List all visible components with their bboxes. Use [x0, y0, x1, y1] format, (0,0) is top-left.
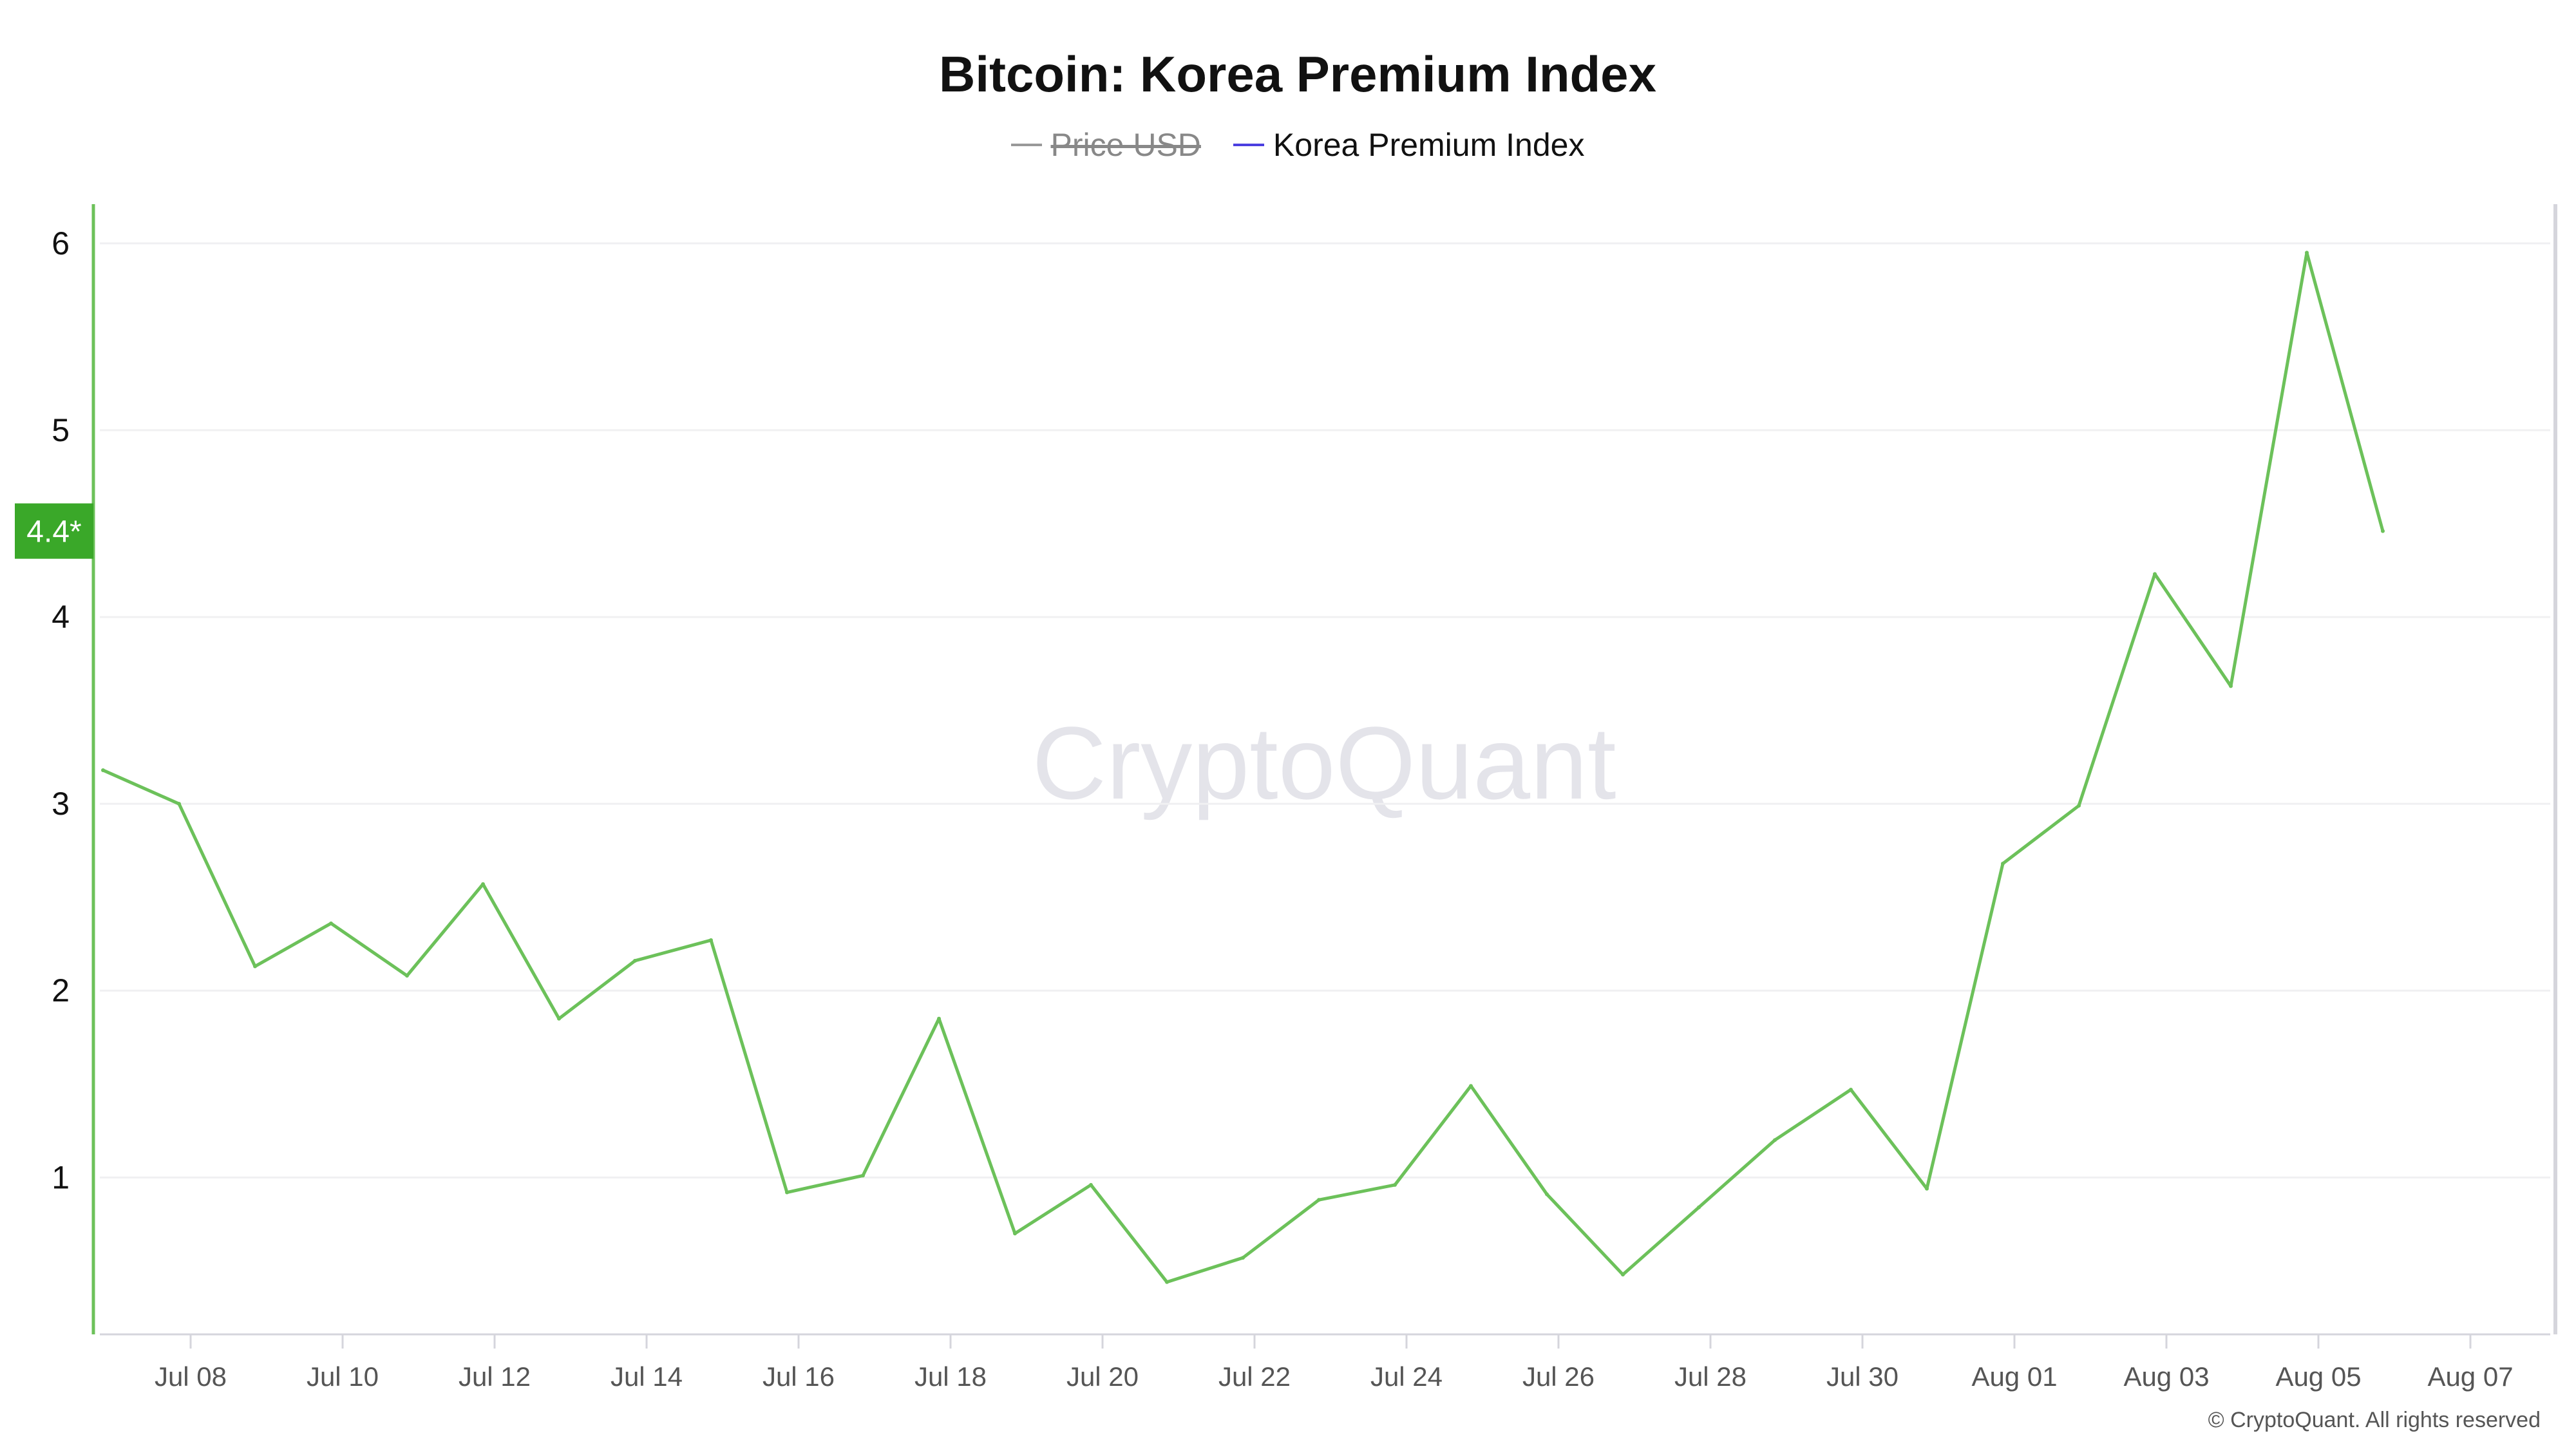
data-point: [1773, 1138, 1777, 1142]
x-tick-label: Jul 16: [762, 1361, 835, 1392]
x-tick-label: Jul 14: [611, 1361, 683, 1392]
x-tick-label: Jul 30: [1826, 1361, 1899, 1392]
y-tick-label: 6: [52, 225, 70, 261]
legend-item-korea-premium-index[interactable]: Korea Premium Index: [1233, 126, 1585, 164]
y-tick-label: 1: [52, 1159, 70, 1195]
data-point: [1469, 1084, 1473, 1088]
data-point: [2381, 529, 2385, 533]
data-point: [1317, 1198, 1321, 1202]
data-point: [1393, 1182, 1397, 1187]
x-tick-label: Jul 18: [914, 1361, 987, 1392]
data-point: [2229, 684, 2233, 688]
current-value-badge: [15, 503, 93, 559]
x-tick-label: Jul 10: [307, 1361, 379, 1392]
x-tick-label: Aug 07: [2427, 1361, 2513, 1392]
copyright: © CryptoQuant. All rights reserved: [2208, 1408, 2541, 1432]
data-point: [405, 974, 409, 978]
data-point: [709, 938, 713, 942]
data-point: [861, 1173, 865, 1178]
current-value-label: 4.4*: [26, 515, 81, 549]
data-point: [2077, 804, 2081, 808]
data-point: [557, 1016, 561, 1021]
x-tick-label: Jul 22: [1218, 1361, 1291, 1392]
legend-label: Korea Premium Index: [1273, 127, 1585, 163]
data-point: [785, 1190, 789, 1195]
data-point: [633, 958, 637, 963]
y-tick-label: 2: [52, 972, 70, 1009]
x-tick-label: Jul 08: [155, 1361, 227, 1392]
x-tick-label: Jul 24: [1370, 1361, 1443, 1392]
data-point: [253, 964, 257, 969]
legend-swatch: [1010, 144, 1042, 146]
watermark: CryptoQuant: [1032, 705, 1616, 820]
data-point: [2305, 251, 2309, 255]
data-point: [1925, 1186, 1929, 1191]
legend-item-price-usd[interactable]: Price USD: [1010, 126, 1201, 164]
data-point: [177, 802, 181, 806]
y-tick-label: 3: [52, 786, 70, 822]
legend-swatch: [1233, 144, 1264, 146]
x-tick-label: Jul 12: [459, 1361, 531, 1392]
x-tick-label: Aug 01: [1971, 1361, 2057, 1392]
data-point: [2153, 572, 2157, 576]
data-point: [1089, 1182, 1093, 1187]
data-point: [1545, 1192, 1549, 1197]
data-point: [101, 768, 105, 772]
legend: Price USD Korea Premium Index: [0, 126, 2576, 164]
data-point: [937, 1016, 941, 1021]
x-tick-label: Jul 28: [1674, 1361, 1747, 1392]
x-tick-label: Jul 20: [1066, 1361, 1139, 1392]
data-point: [1849, 1087, 1853, 1092]
data-point: [1013, 1231, 1017, 1236]
x-tick-label: Jul 26: [1522, 1361, 1595, 1392]
x-tick-label: Aug 05: [2275, 1361, 2361, 1392]
data-point: [1241, 1256, 1245, 1260]
data-point: [2001, 861, 2005, 866]
data-point: [481, 882, 485, 886]
legend-label: Price USD: [1050, 127, 1201, 163]
data-point: [1697, 1205, 1701, 1209]
data-point: [329, 921, 333, 925]
y-tick-label: 5: [52, 412, 70, 448]
y-tick-label: 4: [52, 599, 70, 635]
data-point: [1165, 1280, 1169, 1284]
chart-title: Bitcoin: Korea Premium Index: [939, 46, 1656, 102]
x-tick-label: Aug 03: [2123, 1361, 2209, 1392]
data-point: [1621, 1273, 1625, 1277]
